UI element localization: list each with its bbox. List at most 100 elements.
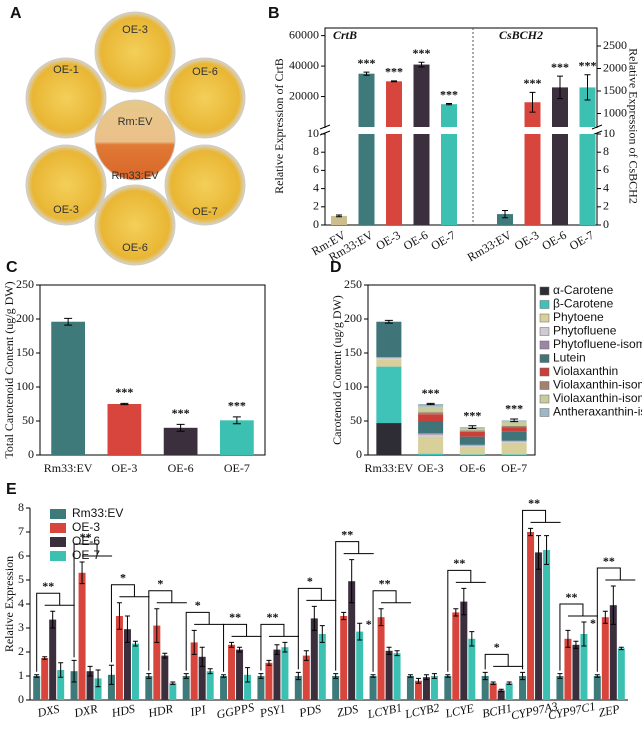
error-bar: [58, 662, 64, 678]
bar-segment: [418, 433, 444, 435]
error-bar: [170, 681, 176, 685]
plate-label: OE-3: [53, 204, 79, 216]
x-tick-label: PSY1: [258, 701, 287, 720]
bar-segment: [459, 454, 485, 455]
y-tick-label: 4: [313, 180, 319, 194]
y-tick-label: 200: [344, 311, 362, 325]
bar: [153, 625, 161, 700]
y-tick-label: 250: [344, 277, 362, 291]
error-bar: [529, 91, 536, 113]
error-bar: [116, 602, 122, 630]
bar: [331, 215, 347, 225]
break-mark: [319, 124, 603, 136]
error-bar: [237, 646, 243, 653]
bar: [497, 690, 505, 700]
plate: [94, 184, 176, 266]
legend-label: Lutein: [553, 351, 586, 365]
error-bar: [510, 418, 519, 423]
y-tick-label: 10: [603, 126, 615, 140]
bar: [123, 629, 131, 700]
significance: *: [590, 616, 596, 630]
x-tick-label: LCYE: [443, 701, 476, 721]
significance: *: [494, 640, 500, 654]
error-bar: [415, 677, 421, 684]
sig-bracket: [297, 587, 337, 670]
bar: [358, 73, 375, 127]
error-bar: [207, 668, 213, 675]
bar-segment: [418, 453, 444, 455]
bar: [57, 670, 65, 700]
legend-label: β-Carotene: [553, 297, 614, 311]
significance: **: [453, 556, 465, 570]
error-bar: [50, 610, 56, 629]
bar-segment: [418, 434, 444, 437]
error-bar: [71, 659, 77, 683]
y-tick-label: 2000: [603, 60, 627, 74]
error-bar: [124, 615, 130, 643]
x-tick-label: DXR: [72, 701, 99, 720]
bar: [49, 619, 57, 700]
error-bar: [191, 629, 197, 655]
x-tick-label: OE-7: [501, 461, 527, 475]
plate-label: OE-1: [53, 64, 79, 76]
error-bar: [333, 673, 339, 679]
legend-label: Violaxanthin-isomer1: [553, 378, 642, 392]
significance: ***: [551, 60, 569, 74]
error-bar: [336, 214, 342, 218]
y-axis-label: Carotenoid Content (ug/g DW): [330, 295, 344, 445]
legend-label: α-Carotene: [553, 283, 614, 297]
error-bar: [490, 681, 496, 685]
significance: **: [80, 530, 92, 544]
error-bar: [282, 641, 288, 653]
bar-segment: [501, 441, 527, 443]
y-tick-label: 50: [22, 413, 34, 427]
y-tick-label: 0: [18, 692, 24, 706]
bar: [386, 134, 402, 225]
significance: ***: [422, 386, 440, 400]
significance: ***: [524, 76, 542, 90]
bar-segment: [418, 421, 444, 434]
y-tick-label: 2: [603, 199, 609, 213]
significance: *: [195, 598, 201, 612]
x-tick-label: OE-3: [373, 228, 403, 253]
bar: [414, 680, 422, 700]
bar: [385, 650, 393, 700]
error-bar: [319, 625, 325, 643]
sig-bracket: [596, 567, 636, 672]
legend-swatch: [539, 354, 550, 363]
y-tick-label: 0: [28, 447, 34, 461]
x-tick-label: OE-7: [567, 228, 597, 253]
plate-label: Rm:EV: [118, 116, 154, 128]
significance: **: [229, 610, 241, 624]
bar: [572, 644, 580, 700]
error-bar: [221, 674, 227, 678]
significance: **: [266, 610, 278, 624]
x-tick-label: OE-3: [512, 228, 542, 253]
error-bar: [557, 75, 563, 100]
sig-bracket: [372, 590, 412, 672]
bar: [332, 676, 340, 700]
significance: *: [120, 571, 126, 585]
y-tick-label: 4: [18, 596, 24, 610]
y-tick-label: 0: [603, 217, 609, 231]
bar: [161, 655, 169, 700]
bar: [556, 676, 564, 700]
sig-bracket: [148, 590, 187, 671]
bar-segment: [501, 454, 527, 455]
y-tick-label: 60000: [289, 27, 319, 41]
significance: **: [341, 527, 353, 541]
bar: [413, 64, 430, 127]
y-axis-label: Relative Expression of CsBCH2: [626, 48, 640, 204]
error-bar: [363, 71, 370, 76]
group-title: CrtB: [333, 28, 357, 42]
y-tick-label: 150: [16, 345, 34, 359]
bar: [386, 81, 402, 127]
bar-segment: [501, 421, 527, 426]
y-tick-label: 50: [350, 413, 362, 427]
y-tick-label: 100: [16, 379, 34, 393]
bar-segment: [376, 359, 402, 367]
plate: [94, 99, 176, 181]
significance: **: [565, 590, 577, 604]
bar: [505, 683, 513, 700]
bar: [481, 676, 489, 700]
